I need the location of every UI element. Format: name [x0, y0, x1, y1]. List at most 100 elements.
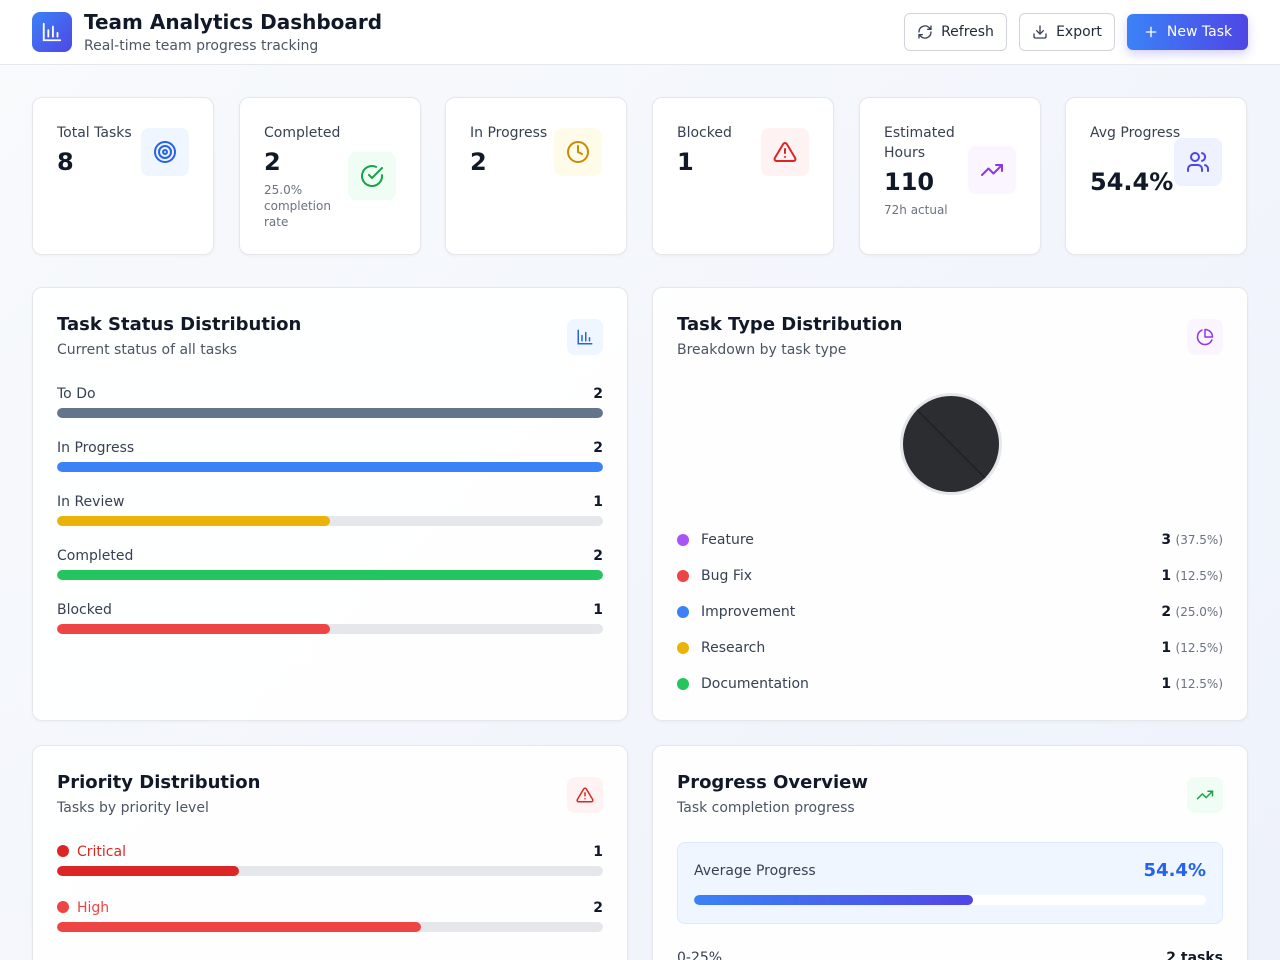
task-status-panel: Task Status Distribution Current status … — [32, 287, 628, 721]
download-icon — [1033, 25, 1047, 39]
range-label: 0-25% — [677, 950, 723, 960]
legend-label: Bug Fix — [701, 568, 753, 584]
panel-title: Priority Distribution — [57, 772, 261, 793]
stat-label: Blocked — [677, 125, 732, 141]
alert-triangle-icon — [567, 777, 603, 813]
refresh-button[interactable]: Refresh — [904, 13, 1007, 51]
panel-subtitle: Current status of all tasks — [57, 342, 238, 358]
status-bar-fill — [57, 570, 603, 580]
status-bar-fill — [57, 624, 330, 634]
status-count: 2 — [593, 440, 603, 456]
status-bar-track — [57, 462, 603, 472]
status-label: Blocked — [57, 602, 112, 618]
stat-card-in-progress: In Progress 2 — [445, 97, 627, 255]
refresh-icon — [918, 25, 932, 39]
legend-label: Feature — [701, 532, 754, 548]
legend-dot — [677, 678, 689, 690]
page-subtitle: Real-time team progress tracking — [84, 38, 319, 54]
plus-icon — [1145, 26, 1157, 38]
status-bar-fill — [57, 516, 330, 526]
completion-rate: 25.0% completion rate — [264, 183, 331, 229]
status-label: In Progress — [57, 440, 135, 456]
stat-value: 8 — [57, 148, 74, 176]
range-count: 2 tasks — [1166, 950, 1223, 960]
stat-label: In Progress — [470, 125, 548, 141]
clock-icon — [554, 128, 602, 176]
panel-title: Task Status Distribution — [57, 314, 302, 335]
priority-count: 1 — [593, 844, 603, 860]
status-label: To Do — [57, 386, 96, 402]
legend-count: 1 — [1161, 676, 1172, 692]
target-icon — [141, 128, 189, 176]
panel-subtitle: Tasks by priority level — [57, 800, 209, 816]
stat-label: Estimated Hours — [884, 125, 955, 161]
panel-subtitle: Breakdown by task type — [677, 342, 847, 358]
legend-value: 2 (25.0%) — [1161, 602, 1223, 622]
status-bar-track — [57, 624, 603, 634]
priority-count: 2 — [593, 900, 603, 916]
status-count: 1 — [593, 602, 603, 618]
priority-panel: Priority Distribution Tasks by priority … — [32, 745, 628, 960]
trending-up-icon — [968, 146, 1016, 194]
stat-value: 54.4% — [1090, 168, 1174, 196]
legend-percent: (12.5%) — [1175, 569, 1223, 583]
status-count: 2 — [593, 386, 603, 402]
priority-dot — [57, 901, 69, 913]
pie-divider — [916, 409, 986, 479]
users-icon — [1174, 138, 1222, 186]
refresh-label: Refresh — [941, 24, 994, 40]
legend-percent: (12.5%) — [1175, 677, 1223, 691]
pie-chart-icon — [1187, 319, 1223, 355]
average-progress-fill — [694, 895, 973, 905]
legend-count: 1 — [1161, 640, 1172, 656]
legend-count: 2 — [1161, 604, 1172, 620]
task-type-panel: Task Type Distribution Breakdown by task… — [652, 287, 1248, 721]
status-bar-fill — [57, 408, 603, 418]
stat-label: Total Tasks — [57, 125, 132, 141]
priority-label: High — [77, 900, 110, 916]
priority-row: Critical 1 — [57, 842, 603, 888]
stat-value: 1 — [677, 148, 694, 176]
stat-value: 2 — [470, 148, 487, 176]
status-bar-track — [57, 516, 603, 526]
legend-percent: (37.5%) — [1175, 533, 1223, 547]
export-label: Export — [1056, 24, 1102, 40]
legend-percent: (12.5%) — [1175, 641, 1223, 655]
average-progress-box: Average Progress 54.4% — [677, 842, 1223, 924]
actual-hours: 72h actual — [884, 203, 948, 217]
stat-label: Avg Progress — [1090, 125, 1181, 141]
status-row: To Do 2 — [57, 384, 603, 430]
stat-value: 2 — [264, 148, 281, 176]
type-pie-chart — [900, 393, 1002, 495]
stat-card-total-tasks: Total Tasks 8 — [32, 97, 214, 255]
status-row: In Progress 2 — [57, 438, 603, 484]
page-title: Team Analytics Dashboard — [84, 10, 383, 34]
legend-dot — [677, 570, 689, 582]
legend-value: 1 (12.5%) — [1161, 674, 1223, 694]
status-row: In Review 1 — [57, 492, 603, 538]
legend-dot — [677, 606, 689, 618]
panel-title: Progress Overview — [677, 772, 868, 793]
priority-row: High 2 — [57, 898, 603, 944]
average-progress-label: Average Progress — [694, 863, 816, 879]
legend-item: Research 1 (12.5%) — [677, 638, 1223, 658]
export-button[interactable]: Export — [1019, 13, 1115, 51]
legend-dot — [677, 534, 689, 546]
trending-up-icon — [1187, 777, 1223, 813]
legend-label: Documentation — [701, 676, 809, 692]
average-progress-value: 54.4% — [1143, 860, 1206, 881]
status-row: Completed 2 — [57, 546, 603, 592]
bar-chart-logo-icon — [32, 12, 72, 52]
new-task-label: New Task — [1166, 24, 1233, 40]
new-task-button[interactable]: New Task — [1127, 14, 1248, 50]
priority-label-wrap: Critical — [57, 842, 126, 862]
priority-bar-fill — [57, 922, 421, 932]
average-progress-track — [694, 895, 1206, 905]
legend-value: 3 (37.5%) — [1161, 530, 1223, 550]
stat-value: 110 — [884, 168, 935, 196]
legend-count: 1 — [1161, 568, 1172, 584]
legend-item: Improvement 2 (25.0%) — [677, 602, 1223, 622]
stat-card-estimated-hours: Estimated Hours 110 72h actual — [859, 97, 1041, 255]
priority-label-wrap: High — [57, 898, 109, 918]
status-label: In Review — [57, 494, 125, 510]
